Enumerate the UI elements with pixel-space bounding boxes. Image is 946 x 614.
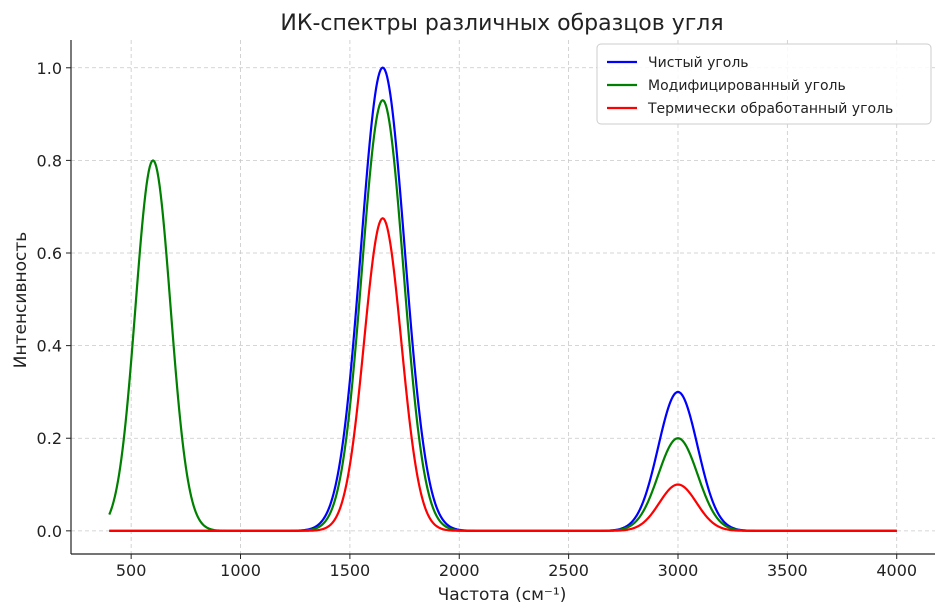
legend-label: Термически обработанный уголь <box>647 101 893 117</box>
y-tick-label: 0.2 <box>37 429 62 448</box>
x-tick-label: 1000 <box>220 561 261 580</box>
x-tick-label: 3500 <box>767 561 808 580</box>
y-axis-label: Интенсивность <box>11 232 31 369</box>
x-tick-label: 500 <box>116 561 147 580</box>
y-tick-label: 1.0 <box>37 59 62 78</box>
legend: Чистый уголь Модифицированный уголь Термич… <box>596 43 932 125</box>
axes-layer <box>70 40 935 555</box>
legend-label: Модифицированный уголь <box>648 78 846 94</box>
y-tick-label: 0.8 <box>37 151 62 170</box>
x-tick-label: 2000 <box>439 561 480 580</box>
x-tick-label: 1500 <box>330 561 371 580</box>
legend-label: Чистый уголь <box>648 55 749 71</box>
chart-title: ИК-спектры различных образцов угля <box>280 11 723 36</box>
y-tick-label: 0.4 <box>37 337 62 356</box>
x-tick-label: 2500 <box>548 561 589 580</box>
legend-entries: Чистый уголь Модифицированный уголь Термич… <box>607 55 893 117</box>
y-tick-label: 0.0 <box>37 522 62 541</box>
series-layer <box>108 66 897 532</box>
y-tick-label: 0.6 <box>37 244 62 263</box>
x-axis-label: Частота (см⁻¹) <box>438 585 567 605</box>
x-tick-label: 4000 <box>876 561 917 580</box>
x-tick-label: 3000 <box>658 561 699 580</box>
series-line-3 <box>109 217 897 532</box>
ticks-layer: 500 1000 1500 2000 2500 3000 3500 4000 0.0 0.2 0.4… <box>37 59 918 580</box>
legend-box <box>596 43 932 125</box>
